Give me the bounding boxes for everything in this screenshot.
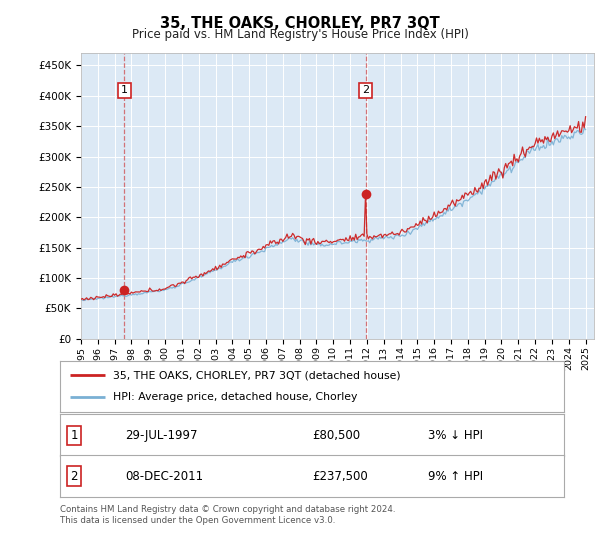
Text: 3% ↓ HPI: 3% ↓ HPI	[428, 429, 483, 442]
Text: 9% ↑ HPI: 9% ↑ HPI	[428, 470, 483, 483]
Text: Contains HM Land Registry data © Crown copyright and database right 2024.
This d: Contains HM Land Registry data © Crown c…	[60, 505, 395, 525]
Text: £237,500: £237,500	[312, 470, 368, 483]
Text: 2: 2	[70, 470, 78, 483]
Text: 2: 2	[362, 85, 369, 95]
Text: 1: 1	[70, 429, 78, 442]
Text: £80,500: £80,500	[312, 429, 360, 442]
Text: 1: 1	[121, 85, 128, 95]
Text: HPI: Average price, detached house, Chorley: HPI: Average price, detached house, Chor…	[113, 393, 357, 403]
Text: 29-JUL-1997: 29-JUL-1997	[125, 429, 198, 442]
Text: 35, THE OAKS, CHORLEY, PR7 3QT: 35, THE OAKS, CHORLEY, PR7 3QT	[160, 16, 440, 31]
Text: Price paid vs. HM Land Registry's House Price Index (HPI): Price paid vs. HM Land Registry's House …	[131, 28, 469, 41]
Text: 08-DEC-2011: 08-DEC-2011	[125, 470, 203, 483]
Text: 35, THE OAKS, CHORLEY, PR7 3QT (detached house): 35, THE OAKS, CHORLEY, PR7 3QT (detached…	[113, 370, 401, 380]
